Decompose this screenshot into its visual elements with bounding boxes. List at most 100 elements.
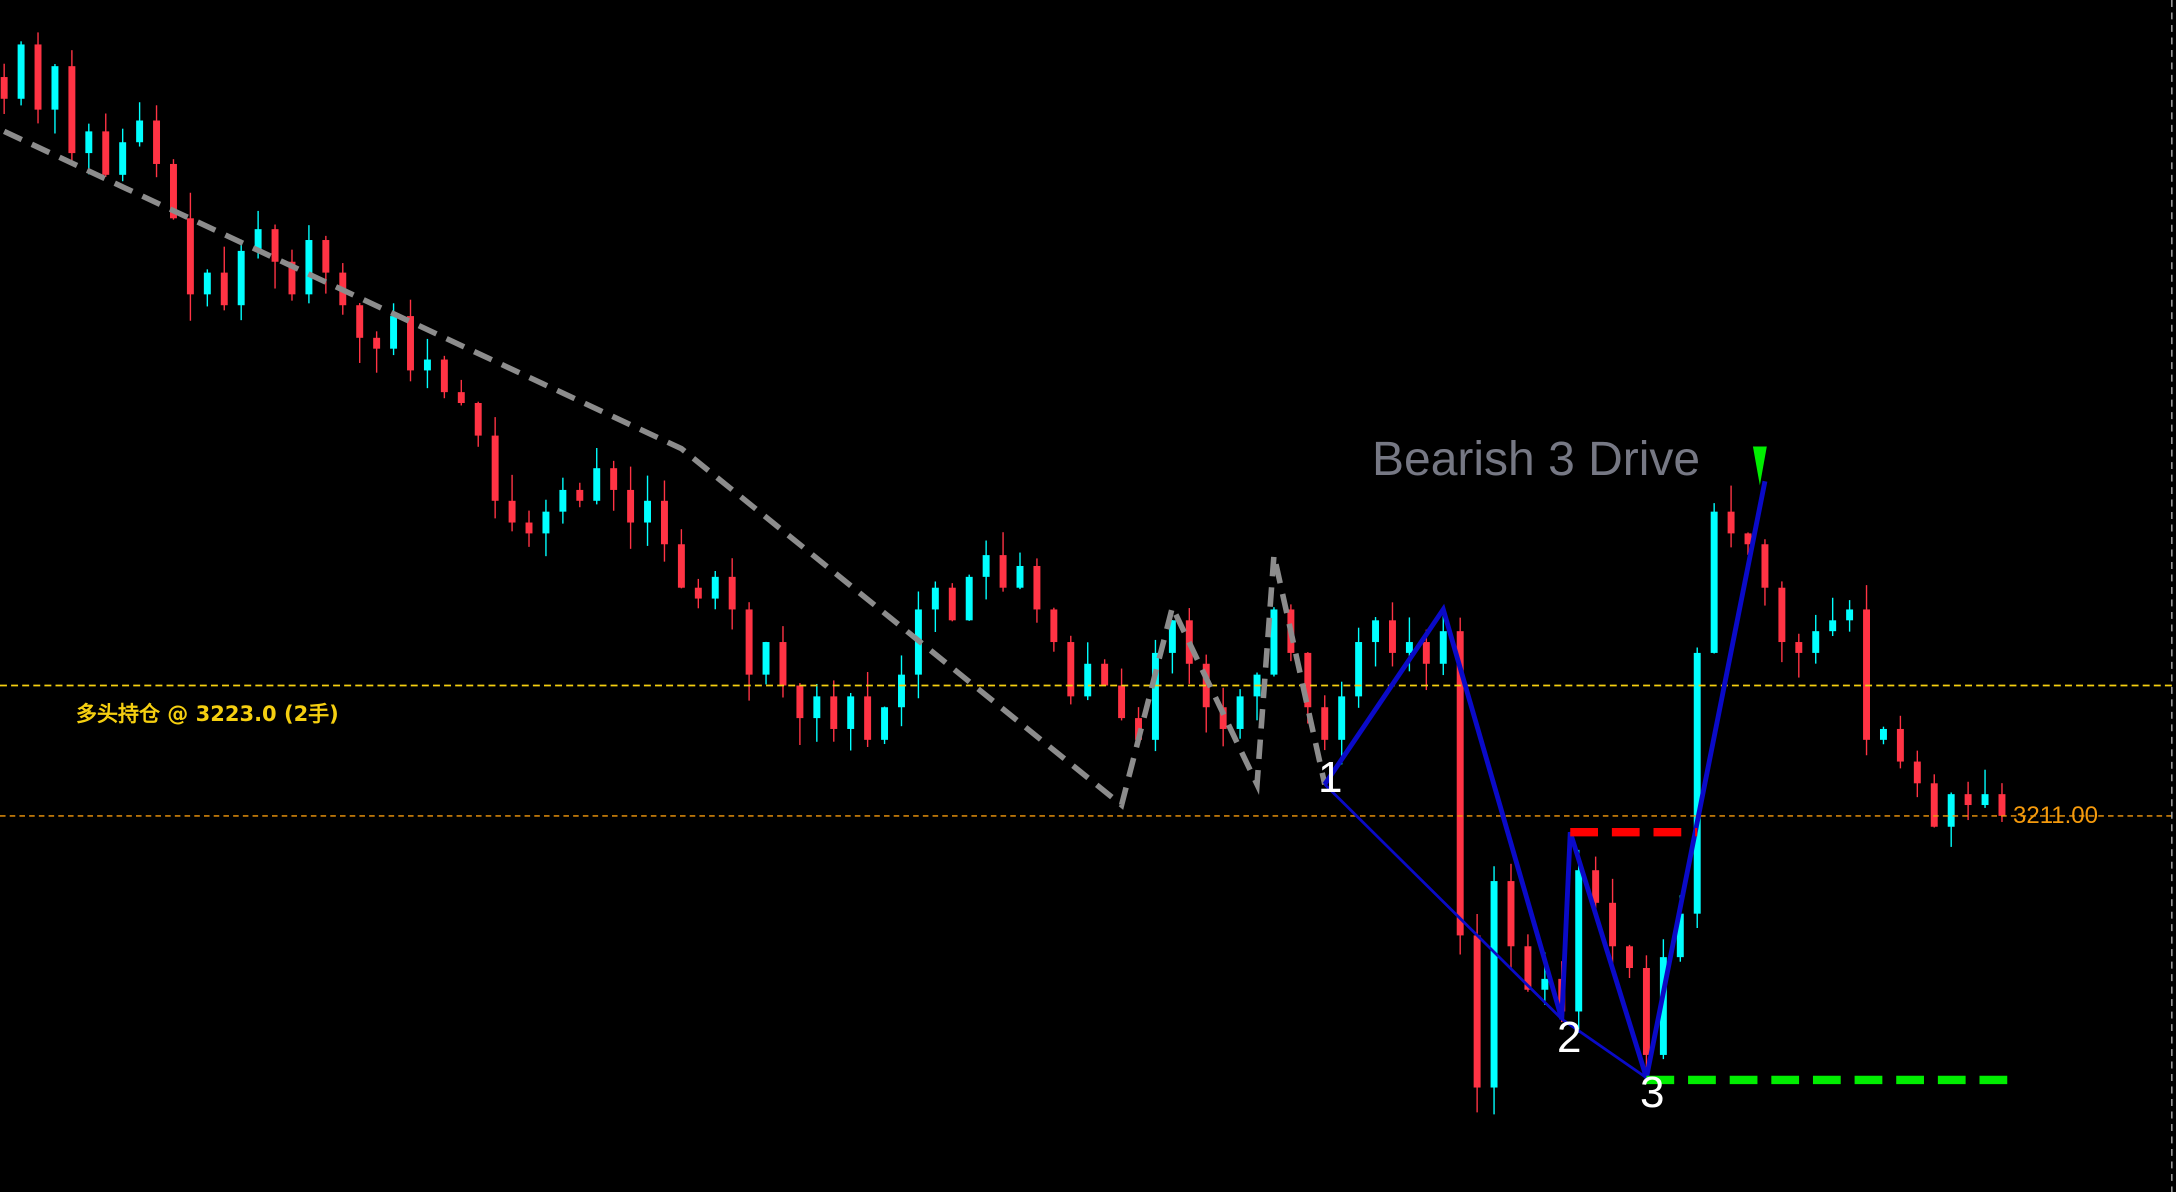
candle-body <box>1812 631 1820 653</box>
candle-body <box>1118 685 1126 719</box>
candle-body <box>1626 946 1633 969</box>
candle-body <box>1219 707 1227 729</box>
pattern-point-1: 1 <box>1318 753 1343 802</box>
sell-signal-arrow-icon <box>1752 446 1767 486</box>
candle-body <box>440 359 448 393</box>
candle-body <box>220 272 228 306</box>
candle-body <box>237 250 245 306</box>
candle-body <box>1642 968 1650 1055</box>
candle-body <box>1829 620 1837 632</box>
candle-body <box>847 696 855 729</box>
candle-body <box>51 66 59 110</box>
candle-body <box>610 468 618 490</box>
candle-body <box>0 77 8 99</box>
candle-body <box>1236 696 1244 729</box>
candle-body <box>136 120 144 143</box>
candle-body <box>1896 728 1904 762</box>
candle-body <box>1524 946 1532 990</box>
candle-body <box>373 337 381 349</box>
candle-body <box>390 316 398 349</box>
pattern-drive-line <box>1322 480 1768 1079</box>
candle-body <box>1575 870 1583 1012</box>
candle-body <box>1067 642 1075 697</box>
candle-body <box>1456 631 1464 936</box>
candle-body <box>1389 620 1396 653</box>
candle-body <box>1016 565 1024 588</box>
candle-body <box>1964 794 1972 806</box>
candle-body <box>491 435 499 501</box>
candle-body <box>881 707 889 740</box>
candle-body <box>186 218 194 295</box>
candle-body <box>1659 957 1667 1055</box>
candle-body <box>660 500 668 545</box>
candle-body <box>1050 609 1058 643</box>
candle-body <box>627 489 635 523</box>
candle-body <box>711 576 719 599</box>
candle-body <box>254 229 262 251</box>
candle-body <box>762 642 770 675</box>
pattern-title: Bearish 3 Drive <box>1372 433 1701 486</box>
candle-body <box>813 696 821 719</box>
candle-body <box>576 489 584 501</box>
candle-body <box>1947 794 1955 827</box>
candle-body <box>745 609 753 675</box>
candle-body <box>1490 881 1498 1088</box>
candle-body <box>1676 913 1684 958</box>
candle-body <box>271 229 279 262</box>
candle-body <box>1846 609 1854 621</box>
candle-body <box>1372 620 1380 643</box>
candle-body <box>1270 609 1278 675</box>
candle-body <box>1879 728 1887 740</box>
candle-body <box>457 392 465 404</box>
candle-body <box>677 544 685 588</box>
candle-body <box>1355 642 1363 697</box>
candle-body <box>17 44 25 99</box>
candle-body <box>1541 978 1549 990</box>
pattern-point-2: 2 <box>1557 1013 1582 1062</box>
candle-body <box>694 587 702 599</box>
candle-body <box>1930 783 1938 827</box>
candle-body <box>948 587 956 621</box>
candle-body <box>898 674 905 708</box>
candle-body <box>68 66 76 154</box>
candle-body <box>779 642 787 686</box>
candle-body <box>644 500 651 523</box>
candle-body <box>1338 696 1346 740</box>
candle-body <box>1744 533 1752 545</box>
candle-body <box>864 696 872 740</box>
pattern-point-3: 3 <box>1640 1068 1665 1117</box>
candle-body <box>322 240 330 273</box>
candle-body <box>982 555 990 577</box>
candle-body <box>423 359 431 371</box>
candle-body <box>1863 609 1870 740</box>
candle-body <box>1101 663 1109 686</box>
candle-body <box>474 403 482 436</box>
candle-body <box>102 131 110 175</box>
candle-body <box>1761 544 1769 588</box>
current-price-label: 3211.00 <box>2013 802 2098 829</box>
candle-body <box>1710 511 1718 653</box>
candle-body <box>34 44 42 110</box>
candle-body <box>508 500 516 523</box>
candle-body <box>203 272 211 295</box>
candle-body <box>1778 587 1786 643</box>
candle-body <box>1202 663 1210 708</box>
candle-body <box>1084 663 1092 697</box>
candle-body <box>119 142 127 175</box>
candle-body <box>542 511 550 534</box>
candle-body <box>1151 652 1159 740</box>
candle-body <box>85 131 93 154</box>
candle-body <box>1592 870 1600 903</box>
candle-body <box>1795 642 1803 653</box>
candle-body <box>1422 642 1430 664</box>
candle-body <box>1727 511 1735 534</box>
candle-body <box>1304 652 1312 708</box>
candle-body <box>931 587 939 610</box>
candle-body <box>1507 881 1515 947</box>
candle-body <box>356 305 364 338</box>
candle-body <box>1168 620 1176 653</box>
candle-body <box>1981 794 1989 806</box>
pattern-base-line <box>1323 783 1648 1079</box>
candle-body <box>153 120 161 164</box>
candle-body <box>1693 652 1701 914</box>
